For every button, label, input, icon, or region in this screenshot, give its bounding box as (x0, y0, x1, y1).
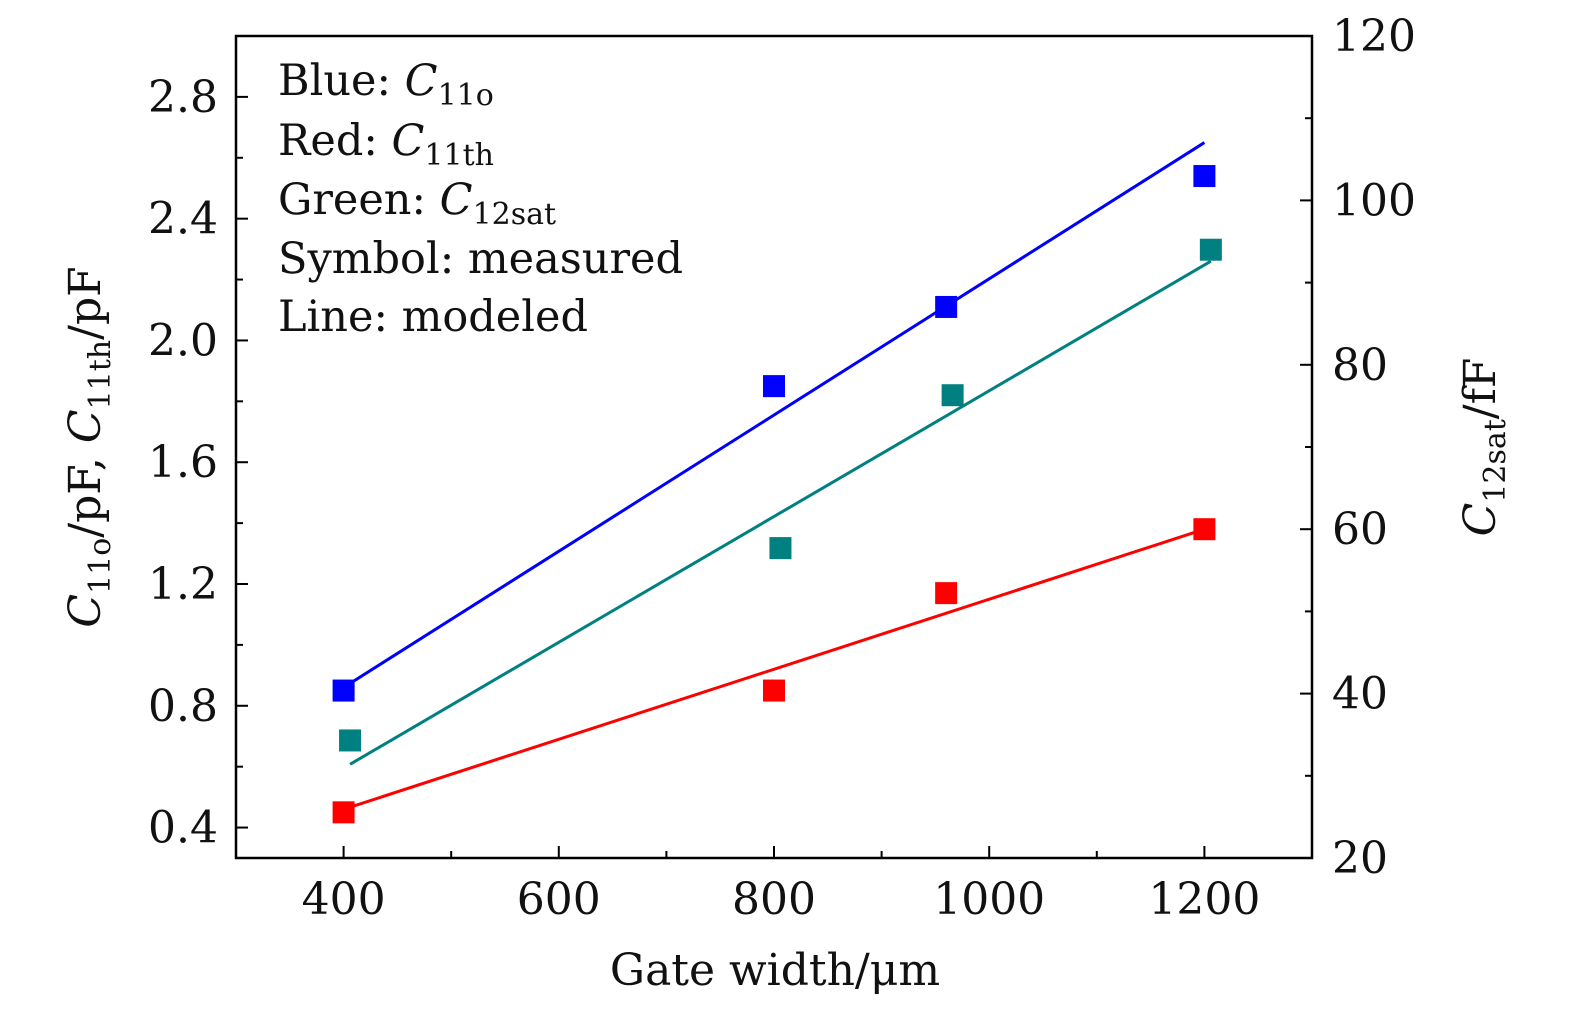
modeled-lines (342, 141, 1212, 811)
data-point-green (769, 537, 792, 560)
data-point-red (1193, 518, 1216, 541)
x-tick-label: 400 (302, 874, 386, 925)
y-right-tick-label: 100 (1332, 175, 1416, 226)
data-point-green (1199, 238, 1222, 261)
y-left-tick-label: 2.4 (148, 194, 218, 245)
legend-line-green: Green: C12sat (278, 175, 556, 232)
y-left-tick-label: 0.4 (148, 803, 218, 854)
data-point-blue (935, 295, 958, 318)
x-axis-title: Gate width/μm (610, 945, 940, 996)
y-right-tick-label: 60 (1332, 504, 1388, 555)
data-point-red (935, 582, 958, 605)
y-right-tick-label: 120 (1332, 11, 1416, 62)
legend-line-symbol: Symbol: measured (278, 234, 683, 284)
legend: Blue: C11o Red: C11th Green: C12sat Symb… (278, 56, 683, 342)
y-axis-left-title: C11o/pF, C11th/pF (60, 266, 118, 627)
data-point-green (941, 384, 964, 407)
modeled-line-green (349, 259, 1212, 766)
y-left-tick-label: 2.0 (148, 315, 218, 366)
y-right-tick-label: 80 (1332, 340, 1388, 391)
data-point-green (339, 729, 362, 752)
legend-line-red: Red: C11th (278, 116, 494, 173)
x-tick-label: 800 (732, 874, 816, 925)
y-right-tick-label: 20 (1332, 833, 1388, 884)
y-right-tick-label: 40 (1332, 669, 1388, 720)
x-tick-label: 1000 (933, 874, 1045, 925)
data-point-blue (763, 375, 785, 398)
modeled-line-blue (342, 141, 1206, 689)
data-point-red (332, 801, 355, 824)
tick-labels: 400 600 800 1000 1200 0.4 0.8 1.2 1.6 2.0 2.4 2.8 20… (148, 11, 1416, 925)
y-left-tick-label: 0.8 (148, 681, 218, 732)
y-axis-right-title: C12sat/fF (1455, 358, 1513, 537)
y-left-tick-label: 2.8 (148, 72, 218, 123)
measured-markers (332, 165, 1222, 824)
y-left-tick-label: 1.2 (148, 559, 218, 610)
data-point-blue (332, 679, 355, 702)
x-tick-label: 1200 (1148, 874, 1260, 925)
legend-line-blue: Blue: C11o (278, 56, 494, 113)
y-left-tick-label: 1.6 (148, 437, 218, 488)
legend-line-line: Line: modeled (278, 292, 588, 342)
x-tick-label: 600 (517, 874, 601, 925)
data-point-red (763, 679, 785, 702)
tick-marks (236, 35, 1312, 859)
modeled-line-red (343, 527, 1205, 811)
data-point-blue (1193, 165, 1216, 188)
